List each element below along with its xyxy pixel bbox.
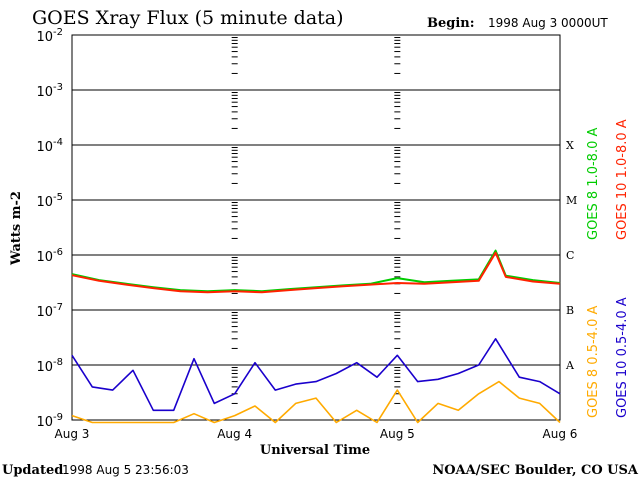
x-tick-label: Aug 4 [217,427,252,441]
y-axis-ticks: 10-9 10-8 10-7 10-6 10-5 10-4 10-3 10-2 [36,27,63,430]
legend-entry: GOES 10 0.5-4.0 A [615,297,630,418]
plot-border [71,34,561,421]
updated-value: 1998 Aug 5 23:56:03 [62,463,189,477]
y-tick-label: 10-5 [36,192,63,210]
x-axis-ticks: Aug 3 Aug 4 Aug 5 Aug 6 [55,427,578,441]
y-tick-label: 10-8 [36,357,63,375]
y-axis-label: Watts m-2 [9,191,24,266]
legend-entry: GOES 10 1.0-8.0 A [615,119,630,240]
x-tick-label: Aug 5 [380,427,415,441]
flare-class-label: M [566,194,577,207]
updated-label: Updated [2,463,63,478]
legend: GOES 8 1.0-8.0 A GOES 10 1.0-8.0 A GOES 8 … [586,119,630,418]
series-line [71,380,561,424]
x-tick-label: Aug 6 [543,427,578,441]
series-line [71,249,561,293]
flare-class-labels: A B C M X [565,139,577,372]
series-line [71,251,561,294]
y-tick-label: 10-6 [36,247,63,265]
y-tick-label: 10-4 [36,137,63,155]
chart-title: GOES Xray Flux (5 minute data) [32,7,344,29]
y-tick-label: 10-3 [36,82,63,100]
begin-value: 1998 Aug 3 0000UT [488,16,608,30]
legend-entry: GOES 8 0.5-4.0 A [586,306,601,418]
series-layer [71,249,561,424]
y-tick-label: 10-2 [36,27,63,45]
begin-label: Begin: [427,16,475,31]
x-axis-label: Universal Time [260,443,370,458]
flare-class-label: X [566,139,574,152]
flare-class-label: B [566,304,574,317]
x-tick-label: Aug 3 [55,427,90,441]
flare-class-label: C [566,249,574,262]
credit-text: NOAA/SEC Boulder, CO USA [432,463,639,478]
legend-entry: GOES 8 1.0-8.0 A [586,128,601,240]
plot-area [71,34,561,421]
series-line [71,337,561,412]
y-tick-label: 10-9 [36,412,63,430]
y-tick-label: 10-7 [36,302,63,320]
flare-class-label: A [565,359,575,372]
